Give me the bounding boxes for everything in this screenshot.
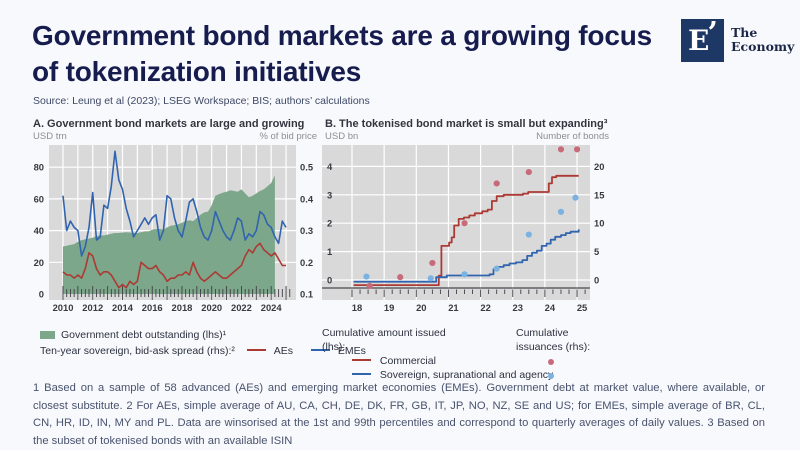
panel-b-unit-left: USD bn: [325, 131, 359, 142]
svg-text:24: 24: [545, 302, 556, 313]
area-swatch-icon: [40, 331, 55, 339]
svg-text:22: 22: [480, 302, 490, 313]
source-line: Source: Leung et al (2023); LSEG Workspa…: [33, 95, 370, 107]
logo-letter: E: [688, 24, 710, 57]
commercial-line-swatch-icon: [352, 359, 371, 361]
svg-text:2020: 2020: [201, 302, 222, 313]
svg-text:15: 15: [594, 189, 604, 200]
svg-text:2024: 2024: [261, 302, 283, 313]
svg-text:0.4: 0.4: [300, 193, 314, 204]
panel-a-title: A. Government bond markets are large and…: [33, 118, 305, 130]
svg-text:2: 2: [327, 218, 332, 229]
panel-b-title: B. The tokenised bond market is small bu…: [325, 118, 608, 130]
legend-aes-label: AEs: [273, 345, 294, 357]
svg-text:25: 25: [577, 302, 587, 313]
legend-amount-heading: Cumulative amount issued (lhs):: [322, 327, 446, 353]
panel-a: A. Government bond markets are large and…: [28, 118, 320, 322]
svg-text:2012: 2012: [82, 302, 103, 313]
legend-area-label: Government debt outstanding (lhs)¹: [61, 329, 227, 341]
footnote-text: 1 Based on a sample of 58 advanced (AEs)…: [33, 382, 765, 447]
panel-a-legend: Government debt outstanding (lhs)¹ Ten-y…: [40, 329, 366, 361]
svg-text:2014: 2014: [112, 302, 134, 313]
svg-text:0.3: 0.3: [300, 225, 313, 236]
svg-text:5: 5: [594, 246, 599, 257]
svg-text:3: 3: [327, 189, 332, 200]
svg-text:21: 21: [448, 302, 458, 313]
svg-text:18: 18: [352, 302, 362, 313]
svg-text:23: 23: [513, 302, 523, 313]
logo-wordmark: The Economy: [731, 26, 794, 62]
svg-text:80: 80: [34, 162, 44, 173]
svg-text:4: 4: [327, 161, 333, 172]
commercial-dot-swatch-icon: [548, 359, 554, 365]
svg-text:60: 60: [34, 193, 44, 204]
svg-text:0.1: 0.1: [300, 289, 313, 300]
panel-b: B. The tokenised bond market is small bu…: [320, 118, 612, 322]
panel-a-unit-right: % of bid price: [259, 131, 317, 142]
svg-text:20: 20: [34, 257, 44, 268]
panel-a-unit-left: USD trn: [33, 131, 67, 142]
aes-line-swatch-icon: [246, 349, 266, 351]
sovereign-dot-swatch-icon: [548, 373, 554, 379]
svg-text:20: 20: [416, 302, 426, 313]
legend-emes-label: EMEs: [337, 345, 366, 357]
panel-a-chart: 0 20 40 60 80 0.1 0.2 0.3 0.4 0.5 2010 2012 2014 2016…: [34, 145, 314, 313]
svg-text:0: 0: [327, 275, 332, 286]
svg-text:0.2: 0.2: [300, 257, 313, 268]
svg-text:1: 1: [327, 246, 332, 257]
panel-b-legend: Cumulative amount issued (lhs): Cumulati…: [322, 327, 612, 381]
svg-text:0.5: 0.5: [300, 162, 313, 173]
legend-lines-label: Ten-year sovereign, bid-ask spread (rhs)…: [40, 345, 235, 357]
logo-name-top: The: [731, 25, 758, 40]
svg-text:19: 19: [384, 302, 394, 313]
page-title: Government bond markets are a growing fo…: [32, 20, 652, 87]
logo-name-bottom: Economy: [731, 38, 795, 54]
legend-sovereign-label: Sovereign, supranational and agency: [379, 369, 554, 381]
logo-mark-icon: E ’: [681, 16, 724, 62]
logo-apostrophe-icon: ’: [707, 16, 718, 51]
svg-text:40: 40: [34, 225, 44, 236]
svg-text:20: 20: [594, 161, 604, 172]
emes-line-swatch-icon: [310, 349, 330, 351]
panel-b-unit-right: Number of bonds: [536, 131, 609, 142]
legend-issuances-heading: Cumulative issuances (rhs):: [516, 327, 591, 353]
svg-text:2010: 2010: [53, 302, 74, 313]
svg-text:2018: 2018: [172, 302, 193, 313]
legend-commercial-label: Commercial: [379, 355, 436, 367]
the-economy-logo: E ’ The Economy: [681, 16, 794, 62]
sovereign-line-swatch-icon: [352, 373, 371, 375]
svg-text:0: 0: [39, 289, 44, 300]
svg-text:2016: 2016: [142, 302, 163, 313]
svg-text:10: 10: [594, 218, 604, 229]
svg-text:0: 0: [594, 275, 599, 286]
svg-text:2022: 2022: [231, 302, 252, 313]
